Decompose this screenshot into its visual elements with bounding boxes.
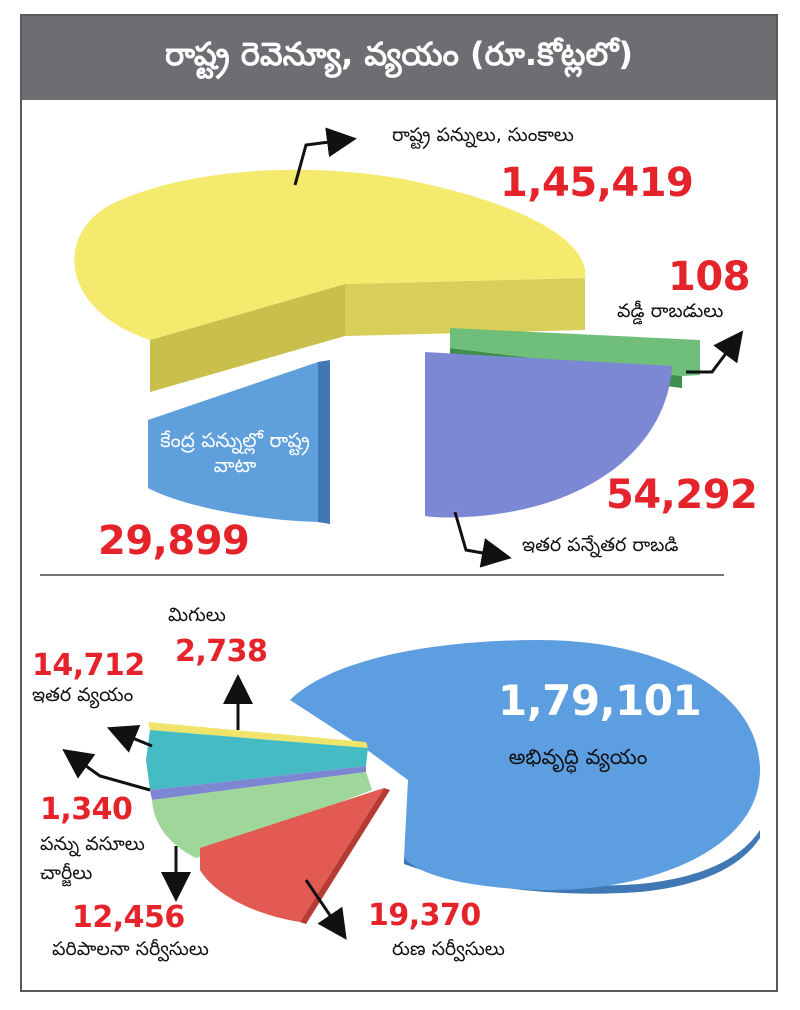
page-title: రాష్ట్ర రెవెన్యూ, వ్యయం (రూ.కోట్లలో): [22, 16, 776, 100]
arrow-interest: [686, 330, 744, 374]
slice-central-share-side: [318, 360, 330, 524]
label-central-share: కేంద్ర పన్నుల్లో రాష్ట్ర వాటా: [160, 428, 310, 477]
slice-state-taxes-inner-side: [345, 278, 585, 336]
value-debt-services: 19,370: [368, 898, 481, 933]
value-tax-collection: 1,340: [40, 792, 133, 827]
section-divider: [40, 574, 724, 576]
infographic-frame: రాష్ట్ర రెవెన్యూ, వ్యయం (రూ.కోట్లలో): [20, 14, 778, 992]
slice-central-share: [148, 362, 318, 522]
slice-state-taxes: [74, 169, 586, 340]
slice-debt-services: [200, 788, 384, 922]
value-administration: 12,456: [72, 900, 185, 935]
arrow-state-taxes: [293, 127, 357, 186]
label-non-tax-revenue: ఇతర పన్నేతర రాబడి: [522, 534, 679, 556]
value-non-tax-revenue: 54,292: [606, 472, 758, 518]
value-other-expenditure: 14,712: [32, 648, 145, 683]
value-surplus: 2,738: [175, 634, 268, 669]
arrow-non-tax-revenue: [453, 511, 512, 568]
label-administration: పరిపాలనా సర్వీసులు: [52, 938, 209, 960]
label-development: అభివృద్ధి వ్యయం: [508, 745, 648, 769]
slice-state-taxes-side: [150, 284, 345, 392]
slice-interest: [450, 328, 700, 376]
label-state-taxes: రాష్ట్ర పన్నులు, సుంకాలు: [392, 124, 574, 146]
slice-debt-services-side: [300, 788, 390, 924]
slice-other-expenditure: [146, 730, 368, 790]
label-tax-collection: పన్ను వసూలు చార్జీలు: [40, 833, 145, 885]
value-interest: 108: [668, 254, 751, 300]
label-interest: వడ్డీ రాబడులు: [617, 300, 724, 322]
slice-non-tax-revenue: [425, 352, 672, 518]
label-debt-services: రుణ సర్వీసులు: [392, 938, 505, 960]
arrow-other-expenditure: [106, 724, 153, 753]
slice-administration: [152, 772, 372, 858]
arrow-debt-services: [304, 879, 347, 940]
slice-tax-collection: [150, 766, 366, 800]
value-central-share: 29,899: [98, 518, 250, 564]
value-state-taxes: 1,45,419: [500, 160, 694, 206]
label-other-expenditure: ఇతర వ్యయం: [32, 684, 134, 706]
slice-development: [290, 640, 760, 891]
slice-surplus: [148, 722, 368, 748]
value-development: 1,79,101: [498, 676, 702, 725]
label-surplus: మిగులు: [168, 604, 226, 626]
arrow-tax-collection: [62, 749, 151, 792]
